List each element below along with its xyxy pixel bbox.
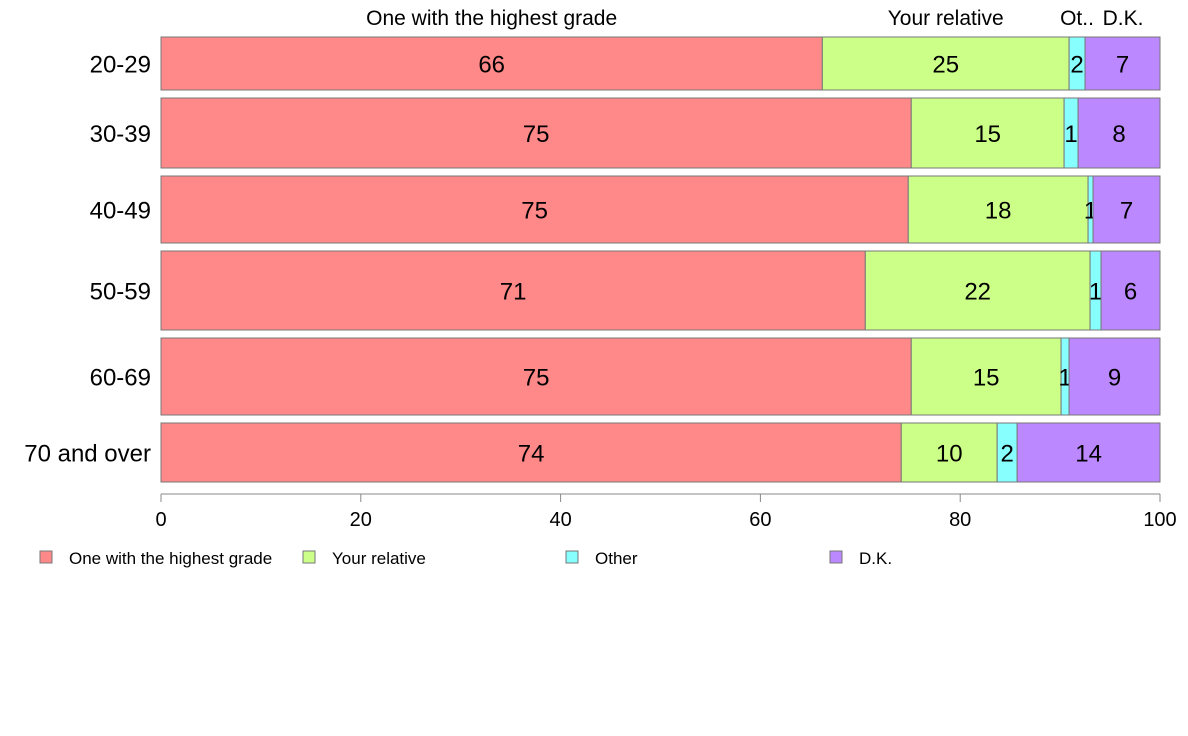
data-label: 71 [500,279,527,306]
bar-segment [160,422,902,483]
top-series-label: D.K. [1103,7,1144,30]
top-series-label: Ot.. [1060,7,1094,30]
bar-row: 40-49 75 18 1 7 [90,175,1161,244]
x-tick-label: 100 [1143,509,1176,531]
bar-segment [907,175,1089,244]
bar-segment [1100,250,1161,331]
x-tick-label: 80 [949,509,971,531]
data-label: 10 [936,441,963,468]
bar-row: 60-69 75 15 1 9 [90,337,1161,416]
data-label: 25 [932,52,959,79]
legend-swatch [829,550,843,564]
data-label: 75 [521,198,548,225]
data-label: 2 [1000,441,1013,468]
x-tick-label: 20 [350,509,372,531]
bar-segment [910,97,1065,169]
category-label: 60-69 [90,365,151,392]
data-label: 14 [1075,441,1102,468]
bar-segment [160,97,912,169]
data-label: 22 [964,279,991,306]
bar-segment [1092,175,1161,244]
data-label: 7 [1116,52,1129,79]
bar-segment [1084,36,1161,91]
category-label: 30-39 [90,121,151,148]
data-label: 1 [1058,365,1071,392]
data-label: 75 [523,121,550,148]
legend-item: D.K. [829,549,892,568]
bar-segment [160,175,909,244]
data-label: 66 [478,52,505,79]
bar-segment [1016,422,1161,483]
bar-segment [1077,97,1161,169]
bar-segment [821,36,1070,91]
legend-swatch [39,550,53,564]
data-label: 18 [985,198,1012,225]
x-tick-label: 60 [749,509,771,531]
category-label: 70 and over [24,441,151,468]
x-axis: 0 20 40 60 80 100 [155,493,1177,531]
legend-label: Other [595,549,638,568]
bar-row: 30-39 75 15 1 8 [90,97,1161,169]
data-label: 74 [518,441,545,468]
x-tick-label: 0 [155,509,166,531]
data-label: 15 [974,121,1001,148]
legend: One with the highest grade Your relative O… [39,549,892,568]
bar-segment [160,250,866,331]
legend-item: Your relative [302,549,426,568]
data-label: 6 [1124,279,1137,306]
legend-label: Your relative [332,549,426,568]
bar-segment [910,337,1062,416]
bar-row: 70 and over 74 10 2 14 [24,422,1161,483]
top-series-label: Your relative [888,7,1004,30]
data-label: 9 [1108,365,1121,392]
legend-item: One with the highest grade [39,549,272,568]
category-label: 40-49 [90,198,151,225]
data-label: 1 [1089,279,1102,306]
data-label: 7 [1120,198,1133,225]
top-series-labels: One with the highest grade Your relative O… [366,7,1143,30]
legend-label: D.K. [859,549,892,568]
bar-row: 50-59 71 22 1 6 [90,250,1161,331]
top-series-label: One with the highest grade [366,7,617,30]
legend-swatch [565,550,579,564]
legend-swatch [302,550,316,564]
data-label: 8 [1112,121,1125,148]
data-label: 15 [973,365,1000,392]
bar-segment [900,422,998,483]
bar-segment [160,337,912,416]
data-label: 2 [1070,52,1083,79]
legend-label: One with the highest grade [69,549,272,568]
data-label: 1 [1064,121,1077,148]
category-label: 20-29 [90,52,151,79]
bar-segment [1068,337,1161,416]
category-label: 50-59 [90,279,151,306]
bar-row: 20-29 66 25 2 7 [90,36,1161,91]
bar-area: 20-29 66 25 2 730-39 75 15 1 840-49 75 18 1 750-59 71… [24,36,1161,483]
legend-item: Other [565,549,638,568]
data-label: 75 [523,365,550,392]
x-tick-label: 40 [549,509,571,531]
bar-segment [160,36,823,91]
